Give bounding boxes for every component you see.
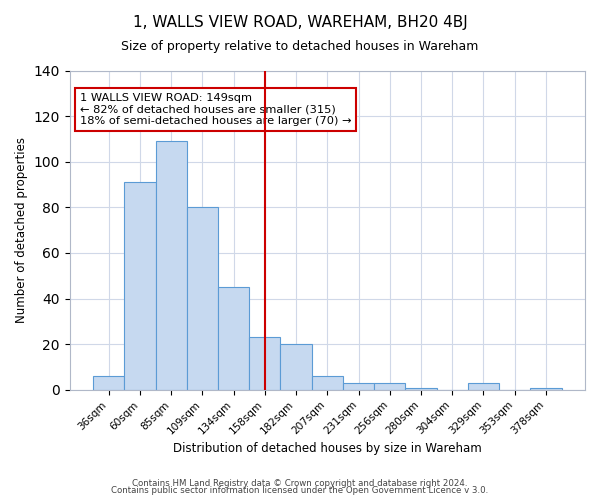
Bar — [374, 383, 406, 390]
Bar — [406, 388, 437, 390]
Bar — [93, 376, 124, 390]
Bar — [218, 287, 249, 390]
Bar — [343, 383, 374, 390]
Bar — [280, 344, 312, 390]
Bar — [155, 141, 187, 390]
Text: Contains HM Land Registry data © Crown copyright and database right 2024.: Contains HM Land Registry data © Crown c… — [132, 478, 468, 488]
X-axis label: Distribution of detached houses by size in Wareham: Distribution of detached houses by size … — [173, 442, 482, 455]
Bar — [124, 182, 155, 390]
Bar — [312, 376, 343, 390]
Text: 1, WALLS VIEW ROAD, WAREHAM, BH20 4BJ: 1, WALLS VIEW ROAD, WAREHAM, BH20 4BJ — [133, 15, 467, 30]
Y-axis label: Number of detached properties: Number of detached properties — [15, 137, 28, 323]
Bar — [187, 208, 218, 390]
Bar — [249, 338, 280, 390]
Text: Contains public sector information licensed under the Open Government Licence v : Contains public sector information licen… — [112, 486, 488, 495]
Bar — [468, 383, 499, 390]
Bar — [530, 388, 562, 390]
Text: 1 WALLS VIEW ROAD: 149sqm
← 82% of detached houses are smaller (315)
18% of semi: 1 WALLS VIEW ROAD: 149sqm ← 82% of detac… — [80, 93, 352, 126]
Text: Size of property relative to detached houses in Wareham: Size of property relative to detached ho… — [121, 40, 479, 53]
